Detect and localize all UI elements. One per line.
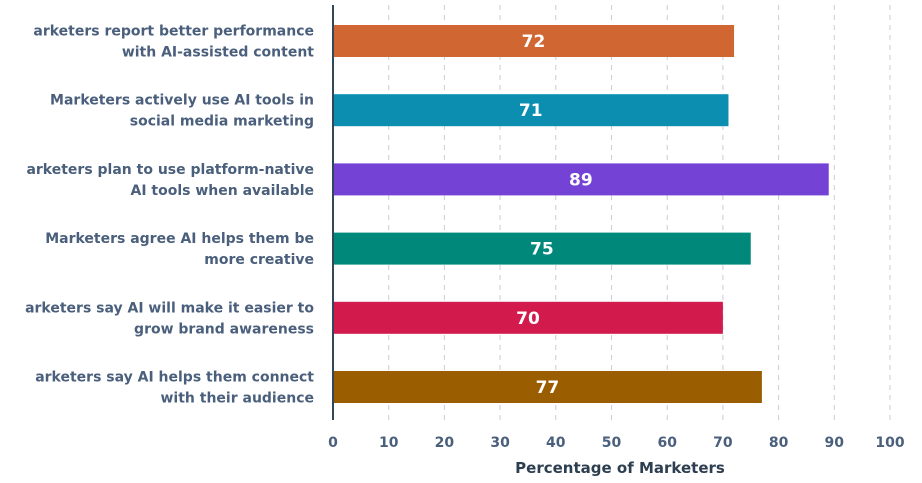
x-tick-label: 30: [490, 435, 510, 451]
x-tick-label: 60: [657, 435, 677, 451]
category-label-line: AI tools when available: [131, 183, 314, 199]
x-tick-label: 40: [546, 435, 566, 451]
category-label-line: grow brand awareness: [134, 321, 314, 337]
category-label-line: arketers report better performance: [33, 24, 314, 40]
bar: [333, 232, 751, 265]
category-label: arketers plan to use platform-native AI t…: [26, 162, 314, 199]
category-label-line: Marketers agree AI helps them be: [45, 231, 314, 247]
category-label: arketers say AI will make it easier to gr…: [25, 300, 314, 337]
x-tick-label: 100: [875, 435, 904, 451]
bar: [333, 163, 829, 196]
category-label-line: with their audience: [161, 391, 315, 407]
x-tick-label: 20: [435, 435, 455, 451]
bar-value-label: 70: [516, 309, 540, 329]
category-label-line: social media marketing: [130, 114, 314, 130]
bar: [333, 94, 729, 127]
x-tick-label: 0: [328, 435, 338, 451]
grid-lines: [388, 5, 891, 420]
category-label: Marketers agree AI helps them be more cre…: [45, 231, 314, 268]
bar: [333, 301, 723, 334]
x-axis-ticks: 0 10 20 30 40 50 60 70 80 90 100: [328, 435, 905, 451]
category-label: arketers say AI helps them connect with t…: [35, 370, 314, 407]
category-label: arketers report better performance with A…: [33, 24, 314, 61]
bar-value-label: 77: [536, 378, 560, 398]
bars: 72 71 89 75 70 77: [333, 25, 829, 403]
category-label-line: Marketers actively use AI tools in: [50, 93, 314, 109]
bar-value-label: 89: [569, 170, 593, 190]
category-label-line: with AI-assisted content: [122, 45, 314, 61]
bar-value-label: 71: [519, 101, 543, 121]
x-tick-label: 80: [769, 435, 789, 451]
category-label: Marketers actively use AI tools in social…: [50, 93, 314, 130]
category-label-line: arketers say AI will make it easier to: [25, 300, 314, 316]
category-label-line: more creative: [204, 252, 314, 268]
bar: [333, 25, 735, 57]
x-axis-title: Percentage of Marketers: [515, 459, 725, 477]
x-tick-label: 10: [379, 435, 399, 451]
bar-value-label: 75: [530, 240, 554, 260]
x-tick-label: 90: [825, 435, 845, 451]
category-label-line: arketers plan to use platform-native: [26, 162, 314, 178]
x-tick-label: 50: [602, 435, 622, 451]
category-label-line: arketers say AI helps them connect: [35, 370, 314, 386]
category-labels: arketers report better performance with A…: [25, 24, 314, 407]
bar-value-label: 72: [522, 32, 546, 52]
x-tick-label: 70: [713, 435, 733, 451]
bar: [333, 371, 762, 403]
